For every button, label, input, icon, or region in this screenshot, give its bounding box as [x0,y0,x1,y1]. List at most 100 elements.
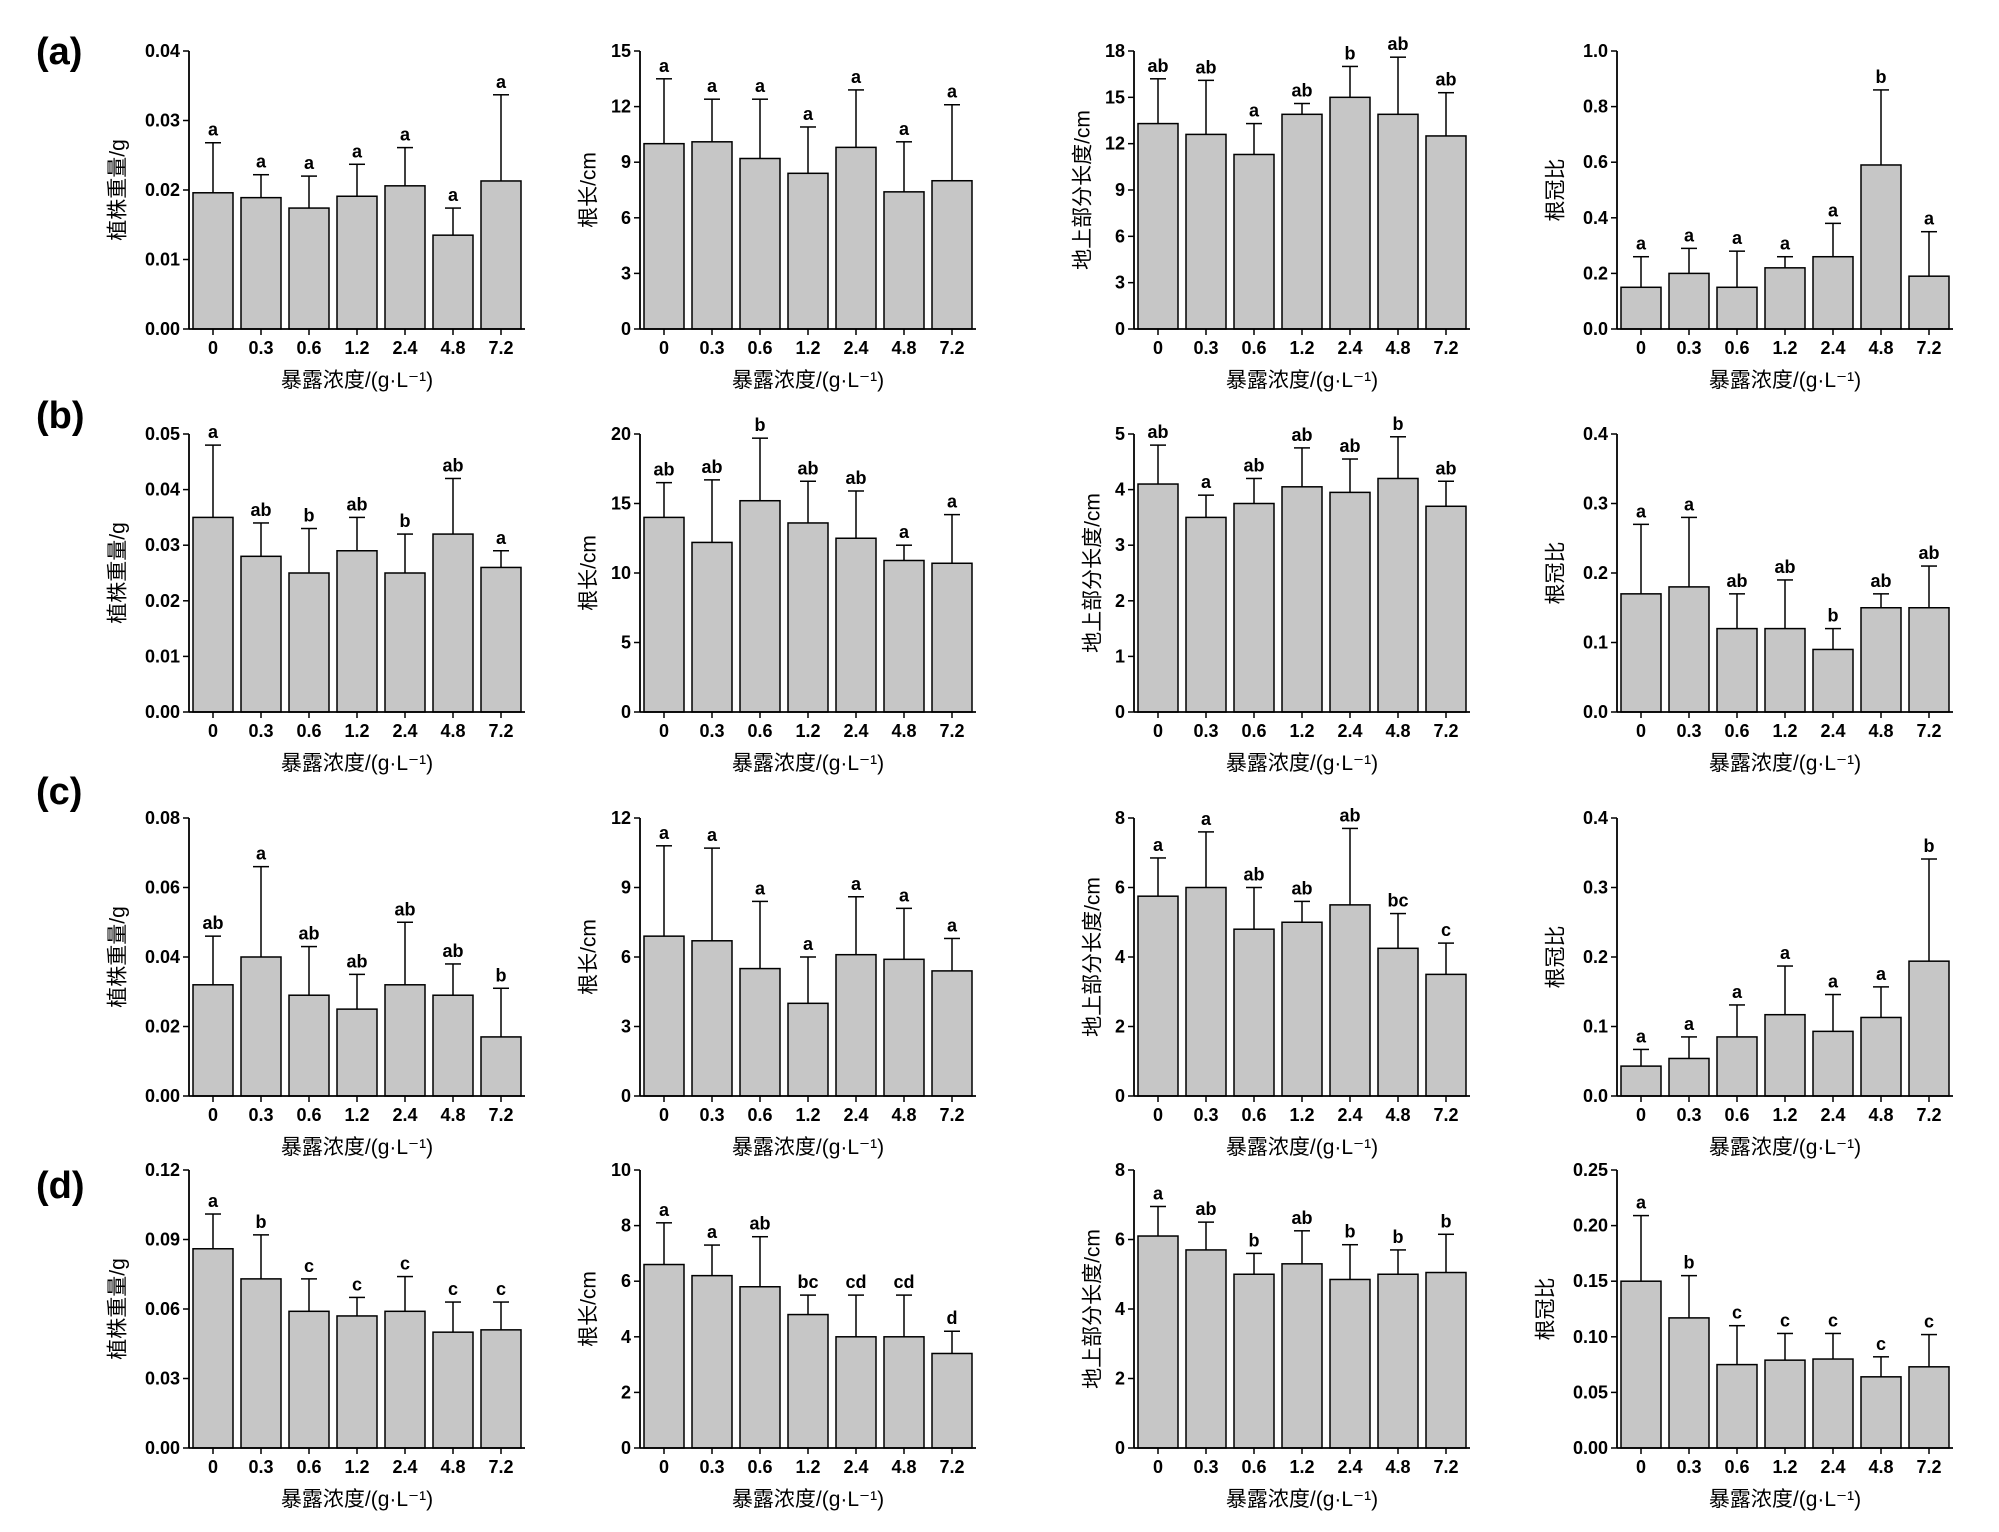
bar [835,953,877,1097]
bar [1185,1249,1227,1449]
significance-label: c [400,1254,410,1274]
y-tick-label: 0.2 [1583,563,1608,583]
x-axis-label: 暴露浓度/(g·L⁻¹) [1226,752,1378,775]
bar [739,157,781,330]
bar [1908,960,1950,1097]
bar [643,516,685,713]
significance-label: a [659,56,670,76]
x-tick-label: 0 [1636,338,1646,358]
y-tick-label: 2 [1115,591,1125,611]
bar [883,191,925,330]
bar [1137,483,1179,713]
significance-label: b [1924,836,1935,856]
bar [384,984,426,1097]
significance-label: c [1780,1310,1790,1330]
y-tick-label: 0 [1115,702,1125,722]
bar [240,1278,282,1449]
significance-label: ab [1435,70,1456,90]
y-tick-label: 0.00 [145,319,180,339]
x-tick-label: 0.3 [699,721,724,741]
x-tick-label: 4.8 [891,338,916,358]
significance-label: b [1441,1211,1452,1231]
panel-label-c: (c) [36,771,82,813]
significance-label: ab [1339,436,1360,456]
bar [1860,164,1902,330]
x-axis-label: 暴露浓度/(g·L⁻¹) [281,752,433,775]
bar [384,1310,426,1449]
y-tick-label: 0.8 [1583,97,1608,117]
significance-label: a [1732,228,1743,248]
significance-label: b [400,511,411,531]
x-tick-label: 0.6 [747,1105,772,1125]
x-tick-label: 0.6 [296,1457,321,1477]
significance-label: a [256,844,267,864]
significance-label: a [899,885,910,905]
bar [1329,904,1371,1097]
significance-label: c [304,1256,314,1276]
x-tick-label: 7.2 [488,1457,513,1477]
y-tick-label: 15 [1105,87,1125,107]
y-tick-label: 8 [1115,1160,1125,1180]
significance-label: b [1684,1253,1695,1273]
chart-panel: a 0 a 0.3 a 0.6 a 1.2 a 2.4 a 4.8 a 7.2 0 3 6 9 12 15 根长/cm 暴… [578,41,976,392]
chart-panel: a 0 a 0.3 a 0.6 a 1.2 a 2.4 a 4.8 a 7.2 0.00 0.01 0.02 0.… [107,41,525,392]
x-tick-label: 4.8 [440,1457,465,1477]
y-tick-label: 3 [1115,535,1125,555]
x-tick-label: 7.2 [488,1105,513,1125]
significance-label: ab [1195,57,1216,77]
y-tick-label: 0.05 [145,424,180,444]
bar [240,956,282,1097]
bar [1377,113,1419,330]
y-tick-label: 8 [1115,808,1125,828]
y-tick-label: 0.0 [1583,319,1608,339]
chart-panel: ab 0 a 0.3 ab 0.6 ab 1.2 ab 2.4 ab 4.8 b 7.2 0.00 0.02 0… [107,808,525,1159]
bar [787,522,829,713]
y-tick-label: 0.02 [145,591,180,611]
bar [192,984,234,1097]
x-tick-label: 7.2 [1433,1105,1458,1125]
x-tick-label: 2.4 [843,338,868,358]
bar [1668,1057,1710,1097]
significance-label: a [1828,972,1839,992]
x-tick-label: 7.2 [1433,1457,1458,1477]
y-tick-label: 9 [621,878,631,898]
chart-panel: a 0 a 0.3 a 0.6 a 1.2 a 2.4 a 4.8 b 7.2 0.0 0.1 0.2 0.3 0.… [1545,808,1953,1159]
x-tick-label: 7.2 [1433,338,1458,358]
x-tick-label: 0.3 [248,721,273,741]
bar [1620,593,1662,713]
significance-label: b [496,965,507,985]
significance-label: ab [1726,571,1747,591]
x-tick-label: 4.8 [1385,721,1410,741]
significance-label: a [1201,809,1212,829]
x-tick-label: 1.2 [1289,1105,1314,1125]
chart-panel: ab 0 ab 0.3 a 0.6 ab 1.2 b 2.4 ab 4.8 ab 7.2 0 3 6 9 12 15 1… [1072,34,1470,392]
significance-label: a [947,82,958,102]
bar [1233,153,1275,330]
chart-panel: a 0 a 0.3 ab 0.6 ab 1.2 b 2.4 ab 4.8 ab 7.2 0.0 0.1 0.2 0… [1545,424,1953,775]
x-tick-label: 2.4 [1337,338,1362,358]
significance-label: a [659,823,670,843]
y-tick-label: 0 [1115,319,1125,339]
bar [1137,895,1179,1097]
x-tick-label: 2.4 [1337,1105,1362,1125]
y-tick-label: 0.2 [1583,947,1608,967]
significance-label: a [1249,101,1260,121]
significance-label: a [1684,494,1695,514]
x-tick-label: 0.6 [1241,721,1266,741]
x-tick-label: 2.4 [843,1457,868,1477]
bar [1908,1366,1950,1449]
x-tick-label: 2.4 [1820,721,1845,741]
x-tick-label: 4.8 [1385,1457,1410,1477]
bar [480,1329,522,1449]
x-tick-label: 0.6 [1241,338,1266,358]
x-tick-label: 1.2 [795,721,820,741]
significance-label: b [1345,1222,1356,1242]
x-tick-label: 2.4 [1820,338,1845,358]
bar [432,994,474,1097]
y-tick-label: 0 [1115,1438,1125,1458]
y-tick-label: 5 [621,633,631,653]
bar [240,196,282,330]
significance-label: ab [394,899,415,919]
